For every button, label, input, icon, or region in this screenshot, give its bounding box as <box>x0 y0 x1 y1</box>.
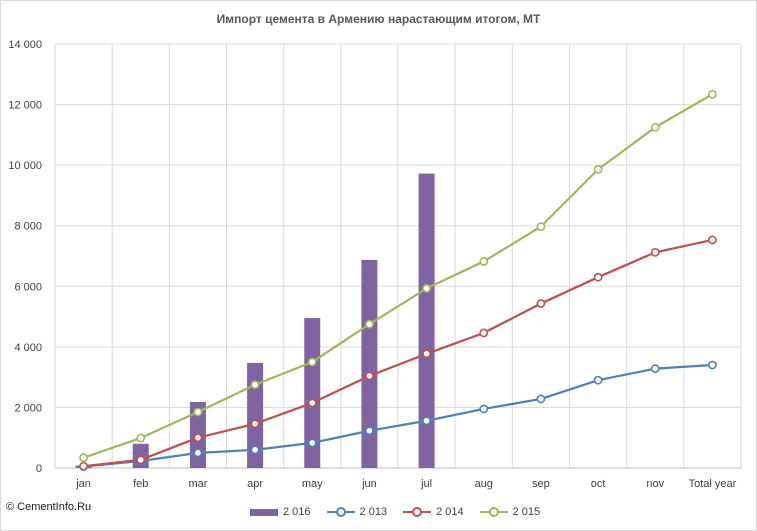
y-tick-label: 0 <box>36 463 42 475</box>
point-2014-sep <box>536 299 546 308</box>
bar-2016-jul <box>418 173 435 468</box>
x-tick-label: may <box>302 478 323 490</box>
point-2015-may <box>307 357 317 367</box>
line-series-2013 <box>83 363 713 468</box>
legend-swatch <box>403 507 432 517</box>
watermark: © CementInfo.Ru <box>6 501 92 513</box>
point-2015-sep <box>536 222 546 232</box>
point-2013-aug <box>479 404 489 414</box>
bar-2016-apr <box>247 362 264 468</box>
point-2015-jun <box>365 319 374 329</box>
point-2015-jan <box>79 453 88 463</box>
point-2013-Total-year <box>708 360 717 370</box>
point-2014-nov <box>650 247 660 257</box>
point-2013-may <box>307 438 317 448</box>
point-2013-jul <box>422 416 431 426</box>
axes: 0 2 000 4 000 6 000 8 000 10 000 12 000 14 000 j… <box>8 39 736 490</box>
point-2013-nov <box>650 364 660 374</box>
point-2014-Total-year <box>708 235 717 245</box>
point-2015-aug <box>479 257 489 266</box>
x-tick-label: oct <box>591 478 606 490</box>
x-tick-label: nov <box>646 478 664 490</box>
x-tick-label: jul <box>420 478 432 490</box>
y-tick-label: 6 000 <box>14 281 42 293</box>
point-2014-aug <box>479 328 489 338</box>
point-2014-apr <box>250 419 260 429</box>
legend-swatch <box>479 507 508 517</box>
point-2014-feb <box>136 455 146 465</box>
point-2015-oct <box>593 164 603 174</box>
point-2013-jun <box>365 426 374 436</box>
point-2015-jul <box>422 284 431 293</box>
y-tick-label: 8 000 <box>14 221 42 233</box>
y-tick-label: 10 000 <box>8 160 42 172</box>
legend-swatch <box>326 507 355 517</box>
line-series <box>79 89 717 471</box>
legend-label: 2 013 <box>359 506 388 518</box>
legend-label: 2 015 <box>512 506 541 518</box>
y-tick-label: 12 000 <box>8 100 42 112</box>
x-tick-label: Total year <box>689 478 737 490</box>
legend-label: 2 014 <box>436 506 464 518</box>
x-tick-label: sep <box>532 478 550 490</box>
grid-lines <box>54 43 742 469</box>
line-series-2014 <box>83 238 713 468</box>
legend-item: 2 014 <box>403 506 464 518</box>
point-2014-jan <box>79 461 88 471</box>
bar-2016-jun <box>361 259 378 468</box>
point-2013-sep <box>536 394 546 404</box>
x-tick-label: aug <box>475 478 493 490</box>
x-tick-label: jan <box>75 478 91 490</box>
x-tick-label: mar <box>188 478 207 490</box>
point-2015-mar <box>193 407 203 417</box>
y-tick-label: 4 000 <box>14 342 42 354</box>
legend-swatch <box>250 508 278 516</box>
y-tick-label: 2 000 <box>14 402 42 414</box>
point-2014-jun <box>365 371 374 381</box>
legend: 2 016 2 013 2 014 2 015 <box>250 503 556 521</box>
point-2013-apr <box>250 445 260 455</box>
point-2014-oct <box>593 272 603 282</box>
point-2015-Total-year <box>708 89 717 99</box>
x-tick-label: apr <box>247 478 263 490</box>
x-tick-label: jun <box>361 478 377 490</box>
point-2014-mar <box>193 433 203 443</box>
legend-item: 2 016 <box>250 506 311 518</box>
x-tick-label: feb <box>133 478 148 490</box>
point-2015-nov <box>650 122 660 132</box>
point-2014-jul <box>422 349 431 359</box>
point-2015-apr <box>250 380 260 390</box>
point-2013-oct <box>593 375 603 385</box>
legend-item: 2 015 <box>479 506 541 518</box>
legend-item: 2 013 <box>326 506 388 518</box>
bar-2016-may <box>304 318 321 468</box>
line-series-2015 <box>83 93 713 459</box>
legend-label: 2 016 <box>283 506 311 518</box>
point-2015-feb <box>136 433 146 443</box>
point-2014-may <box>307 398 317 408</box>
point-2013-mar <box>193 448 203 458</box>
y-tick-label: 14 000 <box>8 39 42 51</box>
chart-title: Импорт цемента в Армению нарастающим ито… <box>216 12 541 26</box>
